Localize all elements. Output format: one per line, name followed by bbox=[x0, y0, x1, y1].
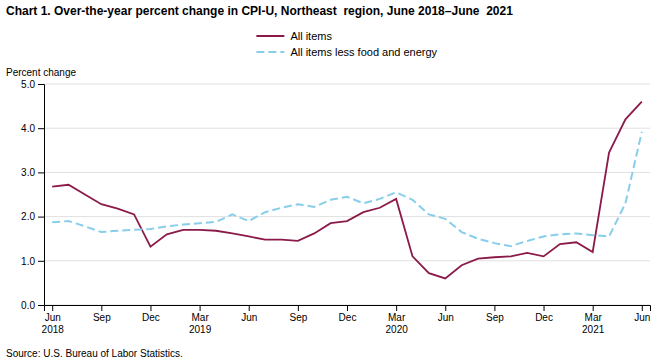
x-tick-label: Sep bbox=[486, 312, 504, 323]
lines bbox=[52, 102, 642, 279]
x-tick: Jun2018 bbox=[42, 305, 65, 335]
legend-item: All items bbox=[256, 30, 332, 42]
y-tick-label: 0.0 bbox=[21, 300, 35, 311]
x-tick-mark bbox=[200, 305, 201, 311]
legend-item: All items less food and energy bbox=[256, 46, 437, 58]
x-tick-label: Jun2018 bbox=[42, 312, 65, 335]
y-axis-line bbox=[38, 85, 45, 306]
x-tick: Dec bbox=[339, 305, 357, 323]
y-tick-mark bbox=[38, 217, 44, 218]
y-tick-label: 2.0 bbox=[21, 211, 35, 222]
grid-line bbox=[44, 260, 650, 261]
y-axis: 0.0 1.0 2.0 3.0 4.0 5.0 bbox=[21, 79, 44, 311]
x-tick-mark bbox=[544, 305, 545, 311]
x-tick-label: Sep bbox=[93, 312, 111, 323]
x-tick-label: Mar2019 bbox=[189, 312, 212, 335]
y-tick: 2.0 bbox=[21, 211, 44, 222]
x-tick-label: Sep bbox=[289, 312, 307, 323]
y-tick-mark bbox=[38, 261, 44, 262]
y-tick: 3.0 bbox=[21, 167, 44, 178]
series-line bbox=[52, 102, 642, 279]
annotation: Source: U.S. Bureau of Labor Statistics. bbox=[6, 348, 183, 359]
x-tick: Sep bbox=[486, 305, 504, 323]
y-tick-label: 5.0 bbox=[21, 79, 35, 90]
x-tick-label: Mar2020 bbox=[386, 312, 409, 335]
grid bbox=[44, 84, 650, 305]
plot: 0.01.02.03.04.05.0Jun2018SepDecMar2019Ju… bbox=[21, 79, 650, 335]
x-tick: Dec bbox=[142, 305, 160, 323]
y-tick-label: 3.0 bbox=[21, 167, 35, 178]
x-tick-mark bbox=[445, 305, 446, 311]
y-tick: 5.0 bbox=[21, 79, 44, 90]
x-tick-mark bbox=[101, 305, 102, 311]
chart: Chart 1. Over-the-year percent change in… bbox=[0, 0, 670, 363]
y-tick-label: 1.0 bbox=[21, 256, 35, 267]
grid-line bbox=[44, 172, 650, 173]
x-tick-mark bbox=[347, 305, 348, 311]
legend-swatch bbox=[256, 51, 284, 53]
x-tick: Jun bbox=[634, 305, 650, 323]
x-tick-mark bbox=[396, 305, 397, 311]
x-tick-label: Dec bbox=[535, 312, 553, 323]
y-tick-mark bbox=[38, 172, 44, 173]
x-tick-mark bbox=[249, 305, 250, 311]
x-tick-mark bbox=[150, 305, 151, 311]
x-tick: Sep bbox=[289, 305, 307, 323]
grid-line bbox=[44, 84, 650, 85]
grid-line bbox=[44, 128, 650, 129]
series-line bbox=[52, 132, 642, 246]
title: Chart 1. Over-the-year percent change in… bbox=[6, 4, 513, 18]
x-tick-label: Jun bbox=[634, 312, 650, 323]
x-tick: Mar2019 bbox=[189, 305, 212, 335]
y-tick: 1.0 bbox=[21, 256, 44, 267]
x-tick: Dec bbox=[535, 305, 553, 323]
x-tick-mark bbox=[52, 305, 53, 311]
x-tick: Sep bbox=[93, 305, 111, 323]
x-tick: Jun bbox=[241, 305, 257, 323]
y-tick: 4.0 bbox=[21, 123, 44, 134]
x-axis-line bbox=[45, 306, 651, 312]
y-tick-mark bbox=[38, 305, 44, 306]
y-tick-mark bbox=[38, 84, 44, 85]
legend-label: All items bbox=[290, 30, 332, 42]
x-tick: Jun bbox=[438, 305, 454, 323]
x-tick-mark bbox=[298, 305, 299, 311]
legend-swatch bbox=[256, 35, 284, 37]
y-tick-mark bbox=[38, 128, 44, 129]
x-tick-mark bbox=[642, 305, 643, 311]
y-tick: 0.0 bbox=[21, 300, 44, 311]
x-tick-label: Dec bbox=[142, 312, 160, 323]
legend: All items All items less food and energy bbox=[256, 30, 437, 58]
x-tick-label: Dec bbox=[339, 312, 357, 323]
x-tick-mark bbox=[494, 305, 495, 311]
x-tick: Mar2020 bbox=[386, 305, 409, 335]
x-axis: Jun2018 Sep Dec Mar2019 Jun Sep Dec Mar2020 Jun S… bbox=[42, 305, 651, 335]
x-tick-label: Mar2021 bbox=[582, 312, 605, 335]
y-axis-title: Percent change bbox=[6, 67, 76, 78]
x-tick-label: Jun bbox=[438, 312, 454, 323]
x-tick: Mar2021 bbox=[582, 305, 605, 335]
x-tick-label: Jun bbox=[241, 312, 257, 323]
legend-label: All items less food and energy bbox=[290, 46, 437, 58]
y-tick-label: 4.0 bbox=[21, 123, 35, 134]
x-tick-mark bbox=[593, 305, 594, 311]
